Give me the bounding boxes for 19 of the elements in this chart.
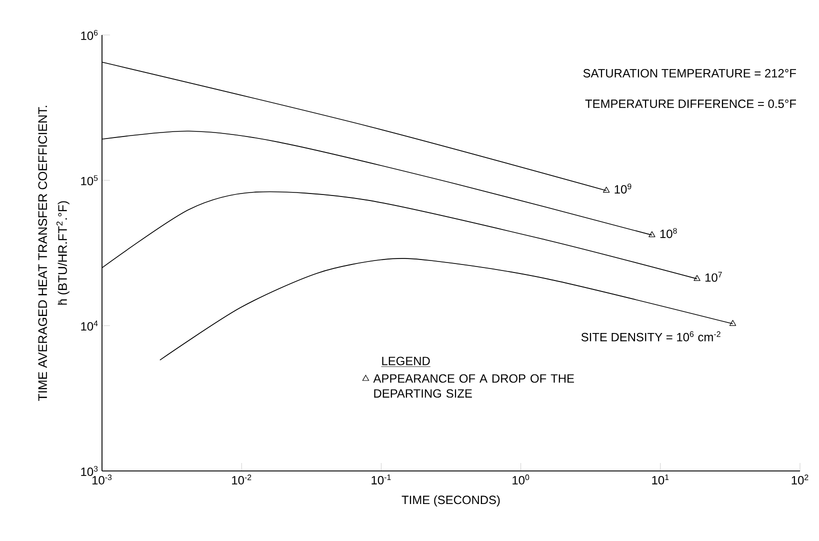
series-label: 10$^{7}$: [705, 272, 722, 282]
y-tick-label: 10$^{6}$: [81, 30, 98, 40]
series-label: 10$^{9}$: [614, 184, 632, 194]
series-label: SITE DENSITY = 10$^{6}$ cm$^{-2}$: [581, 331, 720, 342]
annotation: SATURATION TEMPERATURE = 212°F: [583, 69, 796, 78]
annotation: TEMPERATURE DIFFERENCE = 0.5°F: [585, 100, 796, 108]
y-tick-label: 10$^{4}$: [81, 320, 98, 331]
x-tick-label: 10$^{0}$: [512, 474, 530, 485]
x-tick-label: 10$^{1}$: [652, 474, 669, 484]
y-tick-label: 10$^{5}$: [81, 175, 98, 186]
series-label: 10$^{8}$: [660, 228, 677, 238]
legend-label: APPEARANCE OF A DROP OF THE DEPARTING SIZE: [373, 374, 574, 398]
y-tick-label: 10$^{3}$: [81, 466, 98, 476]
x-tick-label: 10$^{2}$: [792, 474, 808, 485]
x-tick-label: 10$^{-2}$: [232, 474, 252, 485]
legend-title: LEGEND: [382, 356, 430, 366]
x-tick-label: 10$^{-1}$: [372, 474, 391, 484]
x-tick-label: 10$^{-3}$: [92, 474, 112, 485]
x-axis-title: TIME (SECONDS): [402, 495, 500, 506]
